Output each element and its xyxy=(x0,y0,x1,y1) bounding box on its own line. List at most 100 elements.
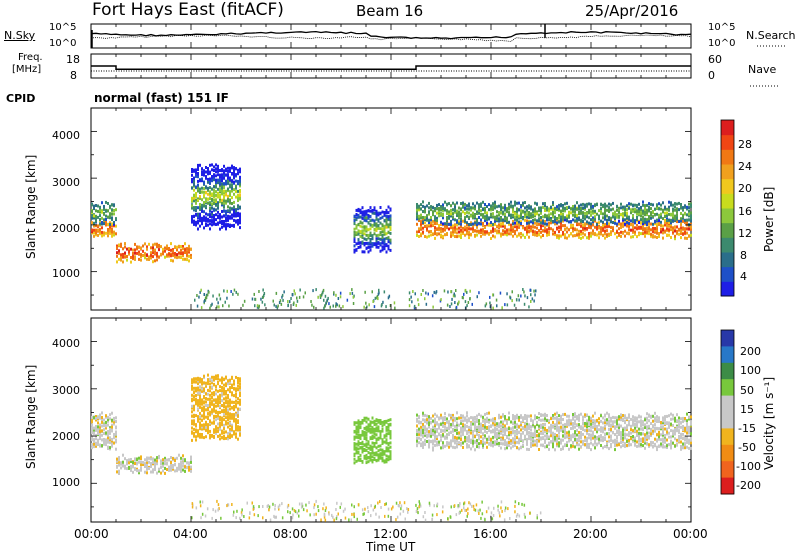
echo-cell xyxy=(560,234,562,238)
echo-cell xyxy=(126,258,128,262)
echo-cell xyxy=(478,229,480,233)
echo-cell xyxy=(608,206,610,210)
echo-cell xyxy=(556,227,558,231)
echo-cell xyxy=(638,443,640,447)
echo-cell xyxy=(526,219,528,223)
echo-cell xyxy=(506,446,508,450)
echo-cell xyxy=(600,219,602,223)
echo-cell xyxy=(213,178,215,182)
echo-cell xyxy=(122,453,124,457)
echo-cell xyxy=(420,207,422,211)
echo-cell xyxy=(468,207,470,211)
echo-cell xyxy=(215,431,217,435)
echo-cell xyxy=(215,392,217,396)
echo-cell xyxy=(363,228,366,232)
echo-cell xyxy=(586,236,588,240)
echo-cell xyxy=(191,438,193,442)
echo-cell xyxy=(387,211,390,215)
echo-cell xyxy=(626,204,628,208)
echo-cell xyxy=(105,218,107,221)
echo-cell xyxy=(644,435,646,439)
ground-scatter-cell xyxy=(327,296,329,300)
echo-cell xyxy=(570,232,572,236)
echo-cell xyxy=(205,170,207,174)
echo-cell xyxy=(205,190,207,194)
echo-cell xyxy=(630,431,632,435)
echo-cell xyxy=(416,222,418,226)
echo-cell xyxy=(440,208,442,212)
echo-cell xyxy=(658,213,660,217)
echo-cell xyxy=(227,223,229,227)
echo-cell xyxy=(648,443,650,447)
echo-cell xyxy=(122,463,124,467)
echo-cell xyxy=(353,230,356,234)
echo-cell xyxy=(146,463,148,467)
echo-cell xyxy=(211,381,213,385)
echo-cell xyxy=(512,214,514,217)
echo-cell xyxy=(512,204,514,208)
echo-cell xyxy=(478,211,480,215)
echo-cell xyxy=(556,235,558,239)
echo-cell xyxy=(650,234,652,238)
echo-cell xyxy=(530,220,532,224)
echo-cell xyxy=(428,443,430,447)
echo-cell xyxy=(231,164,233,168)
echo-cell xyxy=(620,224,622,228)
echo-cell xyxy=(203,204,205,208)
echo-cell xyxy=(128,247,130,251)
echo-cell xyxy=(456,442,458,446)
echo-cell xyxy=(592,434,594,437)
echo-cell xyxy=(572,218,574,222)
echo-cell xyxy=(225,199,227,203)
echo-cell xyxy=(590,205,592,209)
echo-cell xyxy=(614,433,616,436)
echo-cell xyxy=(237,380,239,384)
echo-cell xyxy=(620,202,622,206)
echo-cell xyxy=(209,181,211,185)
echo-cell xyxy=(215,181,217,184)
echo-cell xyxy=(197,391,199,395)
echo-cell xyxy=(201,378,203,382)
echo-cell xyxy=(156,456,158,460)
echo-cell xyxy=(197,432,199,435)
echo-cell xyxy=(628,215,630,219)
echo-cell xyxy=(385,458,388,461)
echo-cell xyxy=(454,446,456,450)
echo-cell xyxy=(219,178,221,182)
echo-cell xyxy=(508,433,510,437)
echo-cell xyxy=(136,247,138,251)
echo-cell xyxy=(690,225,692,229)
echo-cell xyxy=(215,200,217,203)
echo-cell xyxy=(490,443,492,447)
echo-cell xyxy=(612,207,614,211)
echo-cell xyxy=(209,215,211,219)
echo-cell xyxy=(213,222,215,226)
echo-cell xyxy=(436,211,438,215)
echo-cell xyxy=(367,214,370,218)
echo-cell xyxy=(387,447,390,451)
ground-scatter-cell xyxy=(216,305,218,309)
echo-cell xyxy=(109,225,111,229)
echo-cell xyxy=(634,226,636,230)
echo-cell xyxy=(223,201,225,205)
echo-cell xyxy=(215,385,217,389)
echo-cell xyxy=(502,212,504,216)
echo-cell xyxy=(532,208,534,212)
echo-cell xyxy=(166,244,168,248)
echo-cell xyxy=(632,209,634,213)
echo-cell xyxy=(201,402,203,406)
echo-cell xyxy=(132,465,134,469)
echo-cell xyxy=(682,436,684,440)
echo-cell xyxy=(211,187,213,191)
echo-cell xyxy=(229,427,231,431)
ground-scatter-cell xyxy=(293,301,295,305)
echo-cell xyxy=(205,400,207,404)
echo-cell xyxy=(516,432,518,436)
echo-cell xyxy=(474,448,476,452)
echo-cell xyxy=(638,202,640,206)
echo-cell xyxy=(103,418,105,422)
echo-cell xyxy=(182,245,184,248)
echo-cell xyxy=(604,208,606,212)
echo-cell xyxy=(674,202,676,206)
echo-cell xyxy=(622,214,624,218)
